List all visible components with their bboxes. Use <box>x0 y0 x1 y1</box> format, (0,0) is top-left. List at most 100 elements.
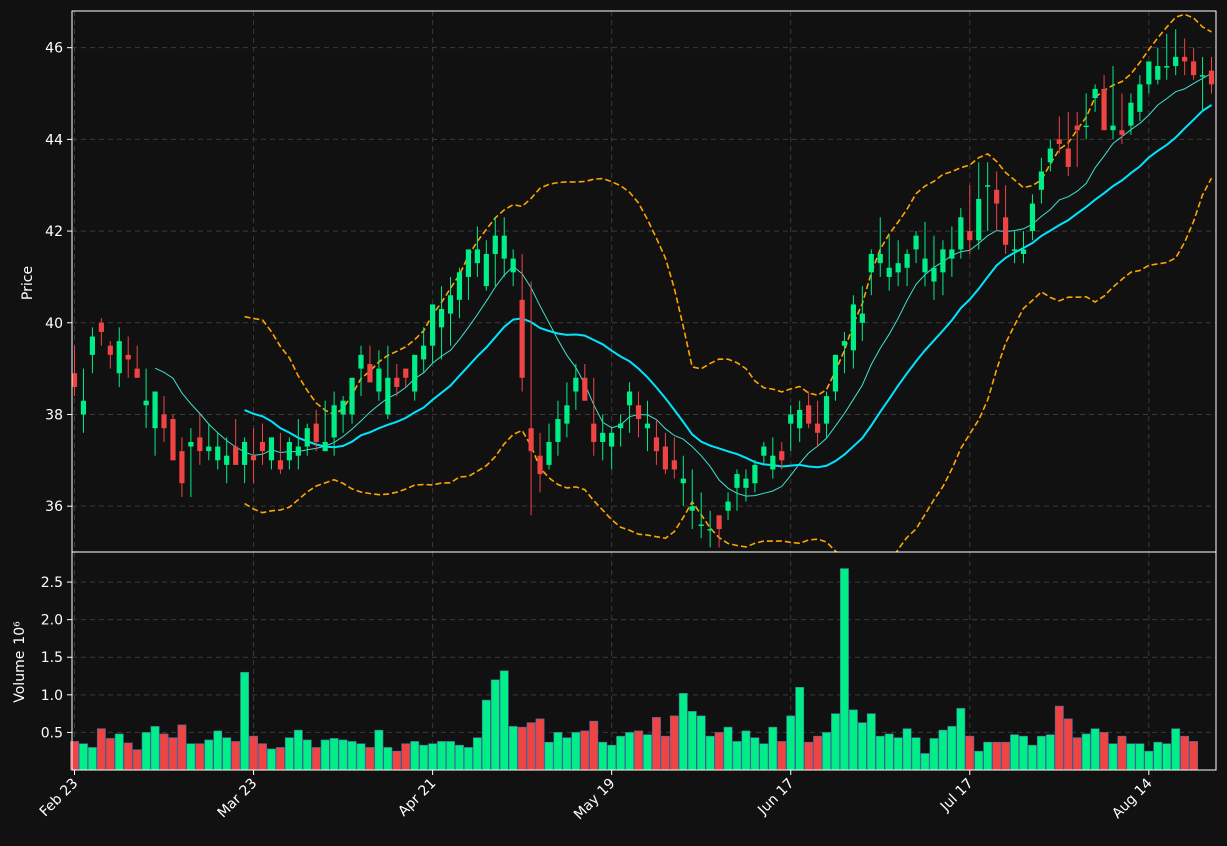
candle-body <box>465 249 472 277</box>
volume-bar <box>795 687 805 771</box>
candle <box>635 391 642 438</box>
candle-body <box>653 437 660 452</box>
slow-moving-average-line <box>244 104 1213 469</box>
volume-tick-label: 1.0 <box>41 688 63 704</box>
volume-bar <box>123 742 133 771</box>
volume-bar <box>893 737 903 771</box>
volume-bar <box>464 747 473 771</box>
candle <box>1038 157 1044 204</box>
candle-body <box>994 189 1000 204</box>
candle-body <box>806 405 812 424</box>
candle-body <box>1208 70 1215 85</box>
candle <box>1128 93 1134 135</box>
candle-body <box>1199 75 1206 77</box>
candle <box>913 231 919 264</box>
volume-bar <box>195 743 205 771</box>
volume-tick-label: 2.5 <box>41 575 63 591</box>
candle <box>430 304 436 365</box>
candle <box>161 396 167 442</box>
volume-bar <box>249 735 258 771</box>
candle <box>456 267 463 319</box>
price-tick-label: 46 <box>45 41 63 57</box>
candle-body <box>143 400 149 406</box>
candle-body <box>1065 148 1071 167</box>
volume-bar <box>347 741 357 771</box>
candle-body <box>671 460 677 470</box>
volume-bar <box>687 711 697 771</box>
volume-bar <box>329 738 339 771</box>
candle <box>1137 75 1143 122</box>
volume-bar <box>374 729 384 771</box>
candle <box>331 391 337 456</box>
candle-body <box>430 304 436 346</box>
candle-body <box>233 446 239 465</box>
volume-bar <box>1045 734 1055 771</box>
candle-body <box>1074 125 1080 131</box>
volume-bar <box>1028 744 1037 771</box>
candle-body <box>949 249 955 259</box>
volume-axis-label-text: Volume <box>12 651 28 703</box>
candle-body <box>268 437 275 461</box>
candle <box>206 423 212 461</box>
volume-bar <box>105 738 115 771</box>
candle <box>438 286 445 360</box>
candle <box>188 428 194 497</box>
candle <box>304 423 310 456</box>
candle <box>806 391 812 429</box>
price-tick-label: 38 <box>45 407 63 423</box>
volume-bar <box>768 726 778 771</box>
candle-body <box>752 464 758 484</box>
candle <box>1047 139 1053 172</box>
candle-body <box>680 478 686 484</box>
candle <box>367 345 373 383</box>
candle <box>994 171 1000 232</box>
candle-body <box>197 437 203 452</box>
candle-body <box>931 267 937 282</box>
volume-bar <box>929 738 939 771</box>
candle <box>1146 61 1152 94</box>
candle <box>653 419 660 465</box>
fast-moving-average-line <box>154 72 1212 497</box>
volume-bar <box>293 729 303 771</box>
candle <box>107 341 113 369</box>
candle <box>680 455 686 507</box>
candle <box>698 492 704 539</box>
candle-body <box>716 515 722 530</box>
candle <box>1164 33 1170 80</box>
candle-body <box>832 354 839 392</box>
candle <box>582 364 588 401</box>
candle-body <box>358 354 364 369</box>
volume-bar <box>231 741 241 771</box>
candle <box>116 327 122 387</box>
volume-bar <box>79 743 88 771</box>
volume-bar <box>392 750 402 771</box>
candle <box>555 400 561 456</box>
volume-bar <box>902 728 912 771</box>
candle-body <box>98 322 104 332</box>
candle-body <box>224 455 230 465</box>
volume-bar <box>947 726 957 771</box>
volume-bar <box>660 735 670 771</box>
candle <box>528 281 534 516</box>
candle-body <box>662 446 668 470</box>
volume-bar <box>616 735 626 771</box>
candle-body <box>618 423 624 429</box>
candle <box>1074 111 1080 167</box>
candle-body <box>546 441 552 465</box>
candle <box>1173 29 1179 76</box>
candle-body <box>1110 125 1116 131</box>
candle-body <box>286 441 292 461</box>
candle-body <box>895 263 901 273</box>
volume-bar <box>1153 741 1163 771</box>
candle <box>134 345 140 378</box>
candle-body <box>394 377 400 387</box>
candle-body <box>609 432 615 447</box>
candle <box>752 460 758 493</box>
candle-body <box>1029 203 1036 232</box>
volume-bar <box>956 708 966 771</box>
volume-bar <box>598 741 608 771</box>
volume-tick-label: 1.5 <box>41 650 63 666</box>
volume-bar <box>759 743 769 771</box>
candle-body <box>1182 56 1188 62</box>
